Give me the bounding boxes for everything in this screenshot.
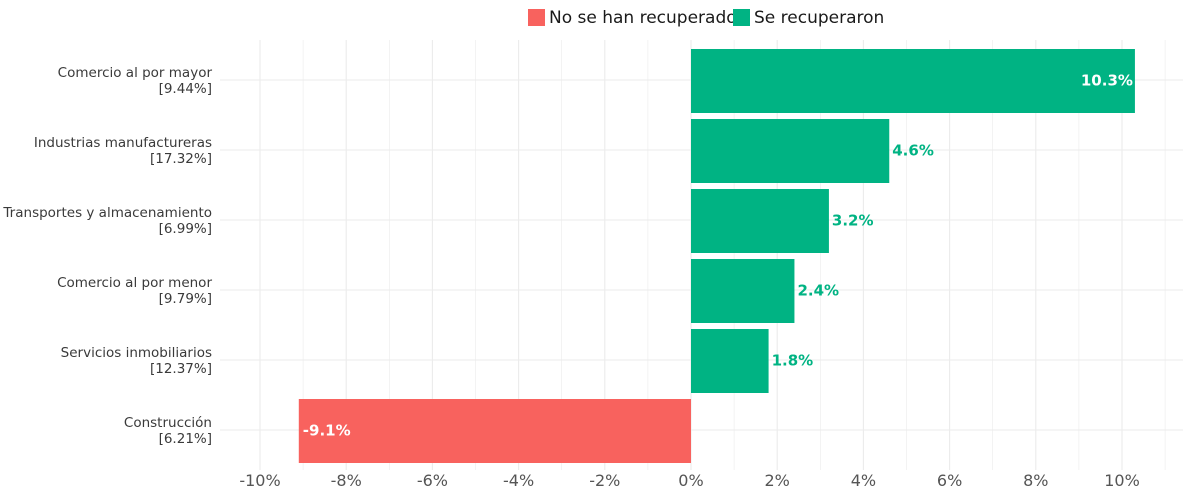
x-tick-label: 8% [1023, 471, 1048, 490]
x-tick-label: 2% [765, 471, 790, 490]
data-label: 3.2% [832, 212, 874, 230]
category-name: Industrias manufactureras [34, 135, 212, 151]
data-label: 2.4% [797, 282, 839, 300]
x-tick-label: 0% [678, 471, 703, 490]
x-tick-label: -6% [417, 471, 448, 490]
x-tick-label: 6% [937, 471, 962, 490]
data-label: -9.1% [303, 422, 351, 440]
bar-5 [691, 329, 769, 393]
legend-label: Se recuperaron [754, 8, 884, 28]
category-name: Comercio al por menor [57, 275, 212, 291]
bar-6 [298, 399, 691, 463]
legend-label: No se han recuperado [549, 8, 737, 28]
category-name: Comercio al por mayor [58, 65, 213, 81]
data-label: 10.3% [1081, 72, 1133, 90]
x-tick-label: -2% [589, 471, 620, 490]
legend-swatch [528, 9, 545, 26]
category-share: [9.79%] [159, 291, 212, 307]
bar-3 [691, 189, 829, 253]
bar-1 [691, 49, 1135, 113]
legend: No se han recuperado Se recuperaron [528, 8, 884, 28]
x-tick-label: 4% [851, 471, 876, 490]
category-name: Transportes y almacenamiento [2, 205, 212, 221]
x-tick-label: -10% [239, 471, 280, 490]
x-tick-label: -8% [331, 471, 362, 490]
category-name: Construcción [124, 415, 212, 431]
category-share: [6.99%] [159, 221, 212, 237]
category-name: Servicios inmobiliarios [61, 345, 212, 361]
data-label: 1.8% [772, 352, 814, 370]
bar-2 [691, 119, 890, 183]
bar-4 [691, 259, 795, 323]
category-share: [17.32%] [150, 151, 212, 167]
category-share: [12.37%] [150, 361, 212, 377]
x-tick-label: 10% [1104, 471, 1140, 490]
x-tick-label: -4% [503, 471, 534, 490]
legend-swatch [733, 9, 750, 26]
category-share: [9.44%] [159, 81, 212, 97]
category-share: [6.21%] [159, 431, 212, 447]
data-label: 4.6% [892, 142, 934, 160]
